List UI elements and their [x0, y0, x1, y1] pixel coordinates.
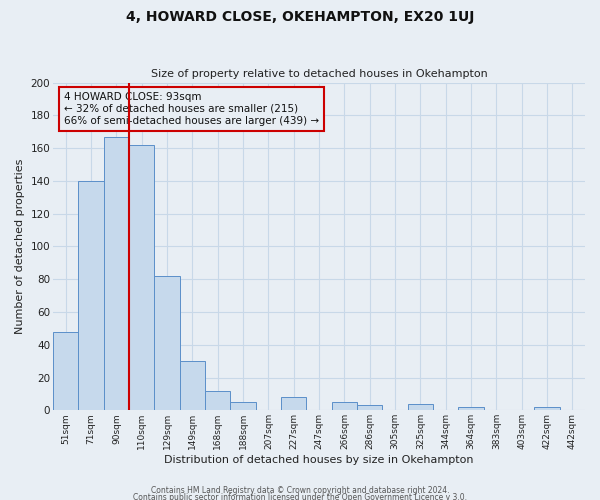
Bar: [407, 404, 433, 410]
Text: Contains public sector information licensed under the Open Government Licence v : Contains public sector information licen…: [133, 494, 467, 500]
Bar: [205, 390, 230, 410]
Bar: [154, 276, 180, 410]
Y-axis label: Number of detached properties: Number of detached properties: [15, 158, 25, 334]
Bar: [104, 136, 129, 410]
Text: 4 HOWARD CLOSE: 93sqm
← 32% of detached houses are smaller (215)
66% of semi-det: 4 HOWARD CLOSE: 93sqm ← 32% of detached …: [64, 92, 319, 126]
Bar: [332, 402, 357, 410]
Bar: [180, 361, 205, 410]
Bar: [129, 145, 154, 410]
Bar: [79, 181, 104, 410]
X-axis label: Distribution of detached houses by size in Okehampton: Distribution of detached houses by size …: [164, 455, 474, 465]
Bar: [458, 407, 484, 410]
Bar: [230, 402, 256, 410]
Title: Size of property relative to detached houses in Okehampton: Size of property relative to detached ho…: [151, 69, 487, 79]
Bar: [357, 406, 382, 410]
Text: Contains HM Land Registry data © Crown copyright and database right 2024.: Contains HM Land Registry data © Crown c…: [151, 486, 449, 495]
Bar: [535, 407, 560, 410]
Bar: [53, 332, 79, 410]
Text: 4, HOWARD CLOSE, OKEHAMPTON, EX20 1UJ: 4, HOWARD CLOSE, OKEHAMPTON, EX20 1UJ: [126, 10, 474, 24]
Bar: [281, 397, 307, 410]
